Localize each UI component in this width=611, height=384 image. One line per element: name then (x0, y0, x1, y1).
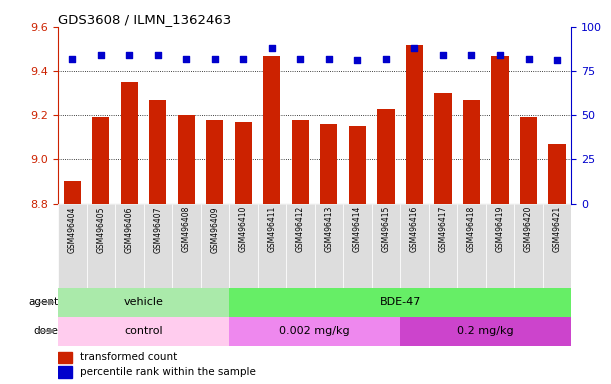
Text: 0.002 mg/kg: 0.002 mg/kg (279, 326, 350, 336)
Bar (58, 288, 229, 317)
Bar (229, 204, 258, 288)
Point (153, 52, 163, 58)
Text: agent: agent (28, 297, 58, 308)
Bar (58, 204, 87, 288)
Text: dose: dose (33, 326, 58, 336)
Text: transformed count: transformed count (80, 353, 177, 362)
Bar (92, 118, 109, 204)
Bar (207, 120, 224, 204)
Bar (58, 317, 229, 346)
Point (495, 52, 505, 58)
Text: BDE-47: BDE-47 (379, 297, 421, 308)
Point (524, 56, 533, 62)
Bar (486, 204, 514, 288)
Bar (149, 100, 166, 204)
Bar (349, 126, 366, 204)
Bar (64, 182, 81, 204)
Point (296, 56, 306, 62)
Bar (58, 366, 73, 378)
Text: GSM496414: GSM496414 (353, 206, 362, 252)
Bar (343, 204, 371, 288)
Text: GDS3608 / ILMN_1362463: GDS3608 / ILMN_1362463 (58, 13, 232, 26)
Bar (229, 288, 571, 317)
Bar (229, 317, 400, 346)
Bar (144, 204, 172, 288)
Text: GSM496421: GSM496421 (552, 206, 562, 252)
Bar (172, 204, 200, 288)
Point (324, 56, 334, 62)
Text: GSM496409: GSM496409 (210, 206, 219, 253)
Point (267, 45, 277, 51)
Text: percentile rank within the sample: percentile rank within the sample (80, 367, 256, 377)
Bar (549, 144, 566, 204)
Bar (429, 204, 457, 288)
Bar (121, 82, 138, 204)
Bar (378, 109, 395, 204)
Bar (286, 204, 315, 288)
Text: GSM496404: GSM496404 (68, 206, 77, 253)
Bar (491, 56, 508, 204)
Bar (371, 204, 400, 288)
Text: GSM496406: GSM496406 (125, 206, 134, 253)
Bar (514, 204, 543, 288)
Text: GSM496417: GSM496417 (439, 206, 447, 252)
Text: control: control (124, 326, 163, 336)
Text: GSM496420: GSM496420 (524, 206, 533, 252)
Bar (543, 204, 571, 288)
Point (438, 52, 448, 58)
Point (210, 56, 220, 62)
Point (381, 56, 391, 62)
Text: GSM496415: GSM496415 (381, 206, 390, 252)
Point (467, 52, 477, 58)
Bar (315, 204, 343, 288)
Bar (235, 122, 252, 204)
Bar (200, 204, 229, 288)
Bar (263, 56, 280, 204)
Bar (400, 317, 571, 346)
Text: GSM496419: GSM496419 (496, 206, 505, 252)
Bar (457, 204, 486, 288)
Text: GSM496411: GSM496411 (268, 206, 276, 252)
Point (552, 57, 562, 63)
Text: vehicle: vehicle (123, 297, 164, 308)
Text: GSM496405: GSM496405 (97, 206, 105, 253)
Point (125, 52, 134, 58)
Text: GSM496412: GSM496412 (296, 206, 305, 252)
Bar (434, 93, 452, 204)
Text: 0.2 mg/kg: 0.2 mg/kg (458, 326, 514, 336)
Bar (463, 100, 480, 204)
Bar (115, 204, 144, 288)
Point (409, 45, 419, 51)
Point (96, 52, 106, 58)
Text: GSM496408: GSM496408 (182, 206, 191, 252)
Text: GSM496407: GSM496407 (153, 206, 163, 253)
Bar (258, 204, 286, 288)
Point (238, 56, 248, 62)
Bar (87, 204, 115, 288)
Text: GSM496413: GSM496413 (324, 206, 334, 252)
Point (181, 56, 191, 62)
Text: GSM496416: GSM496416 (410, 206, 419, 252)
Bar (320, 124, 337, 204)
Bar (292, 120, 309, 204)
Bar (406, 45, 423, 204)
Point (353, 57, 362, 63)
Text: GSM496410: GSM496410 (239, 206, 248, 252)
Bar (400, 204, 429, 288)
Bar (178, 115, 195, 204)
Point (67, 56, 77, 62)
Bar (520, 118, 537, 204)
Bar (58, 352, 73, 363)
Text: GSM496418: GSM496418 (467, 206, 476, 252)
